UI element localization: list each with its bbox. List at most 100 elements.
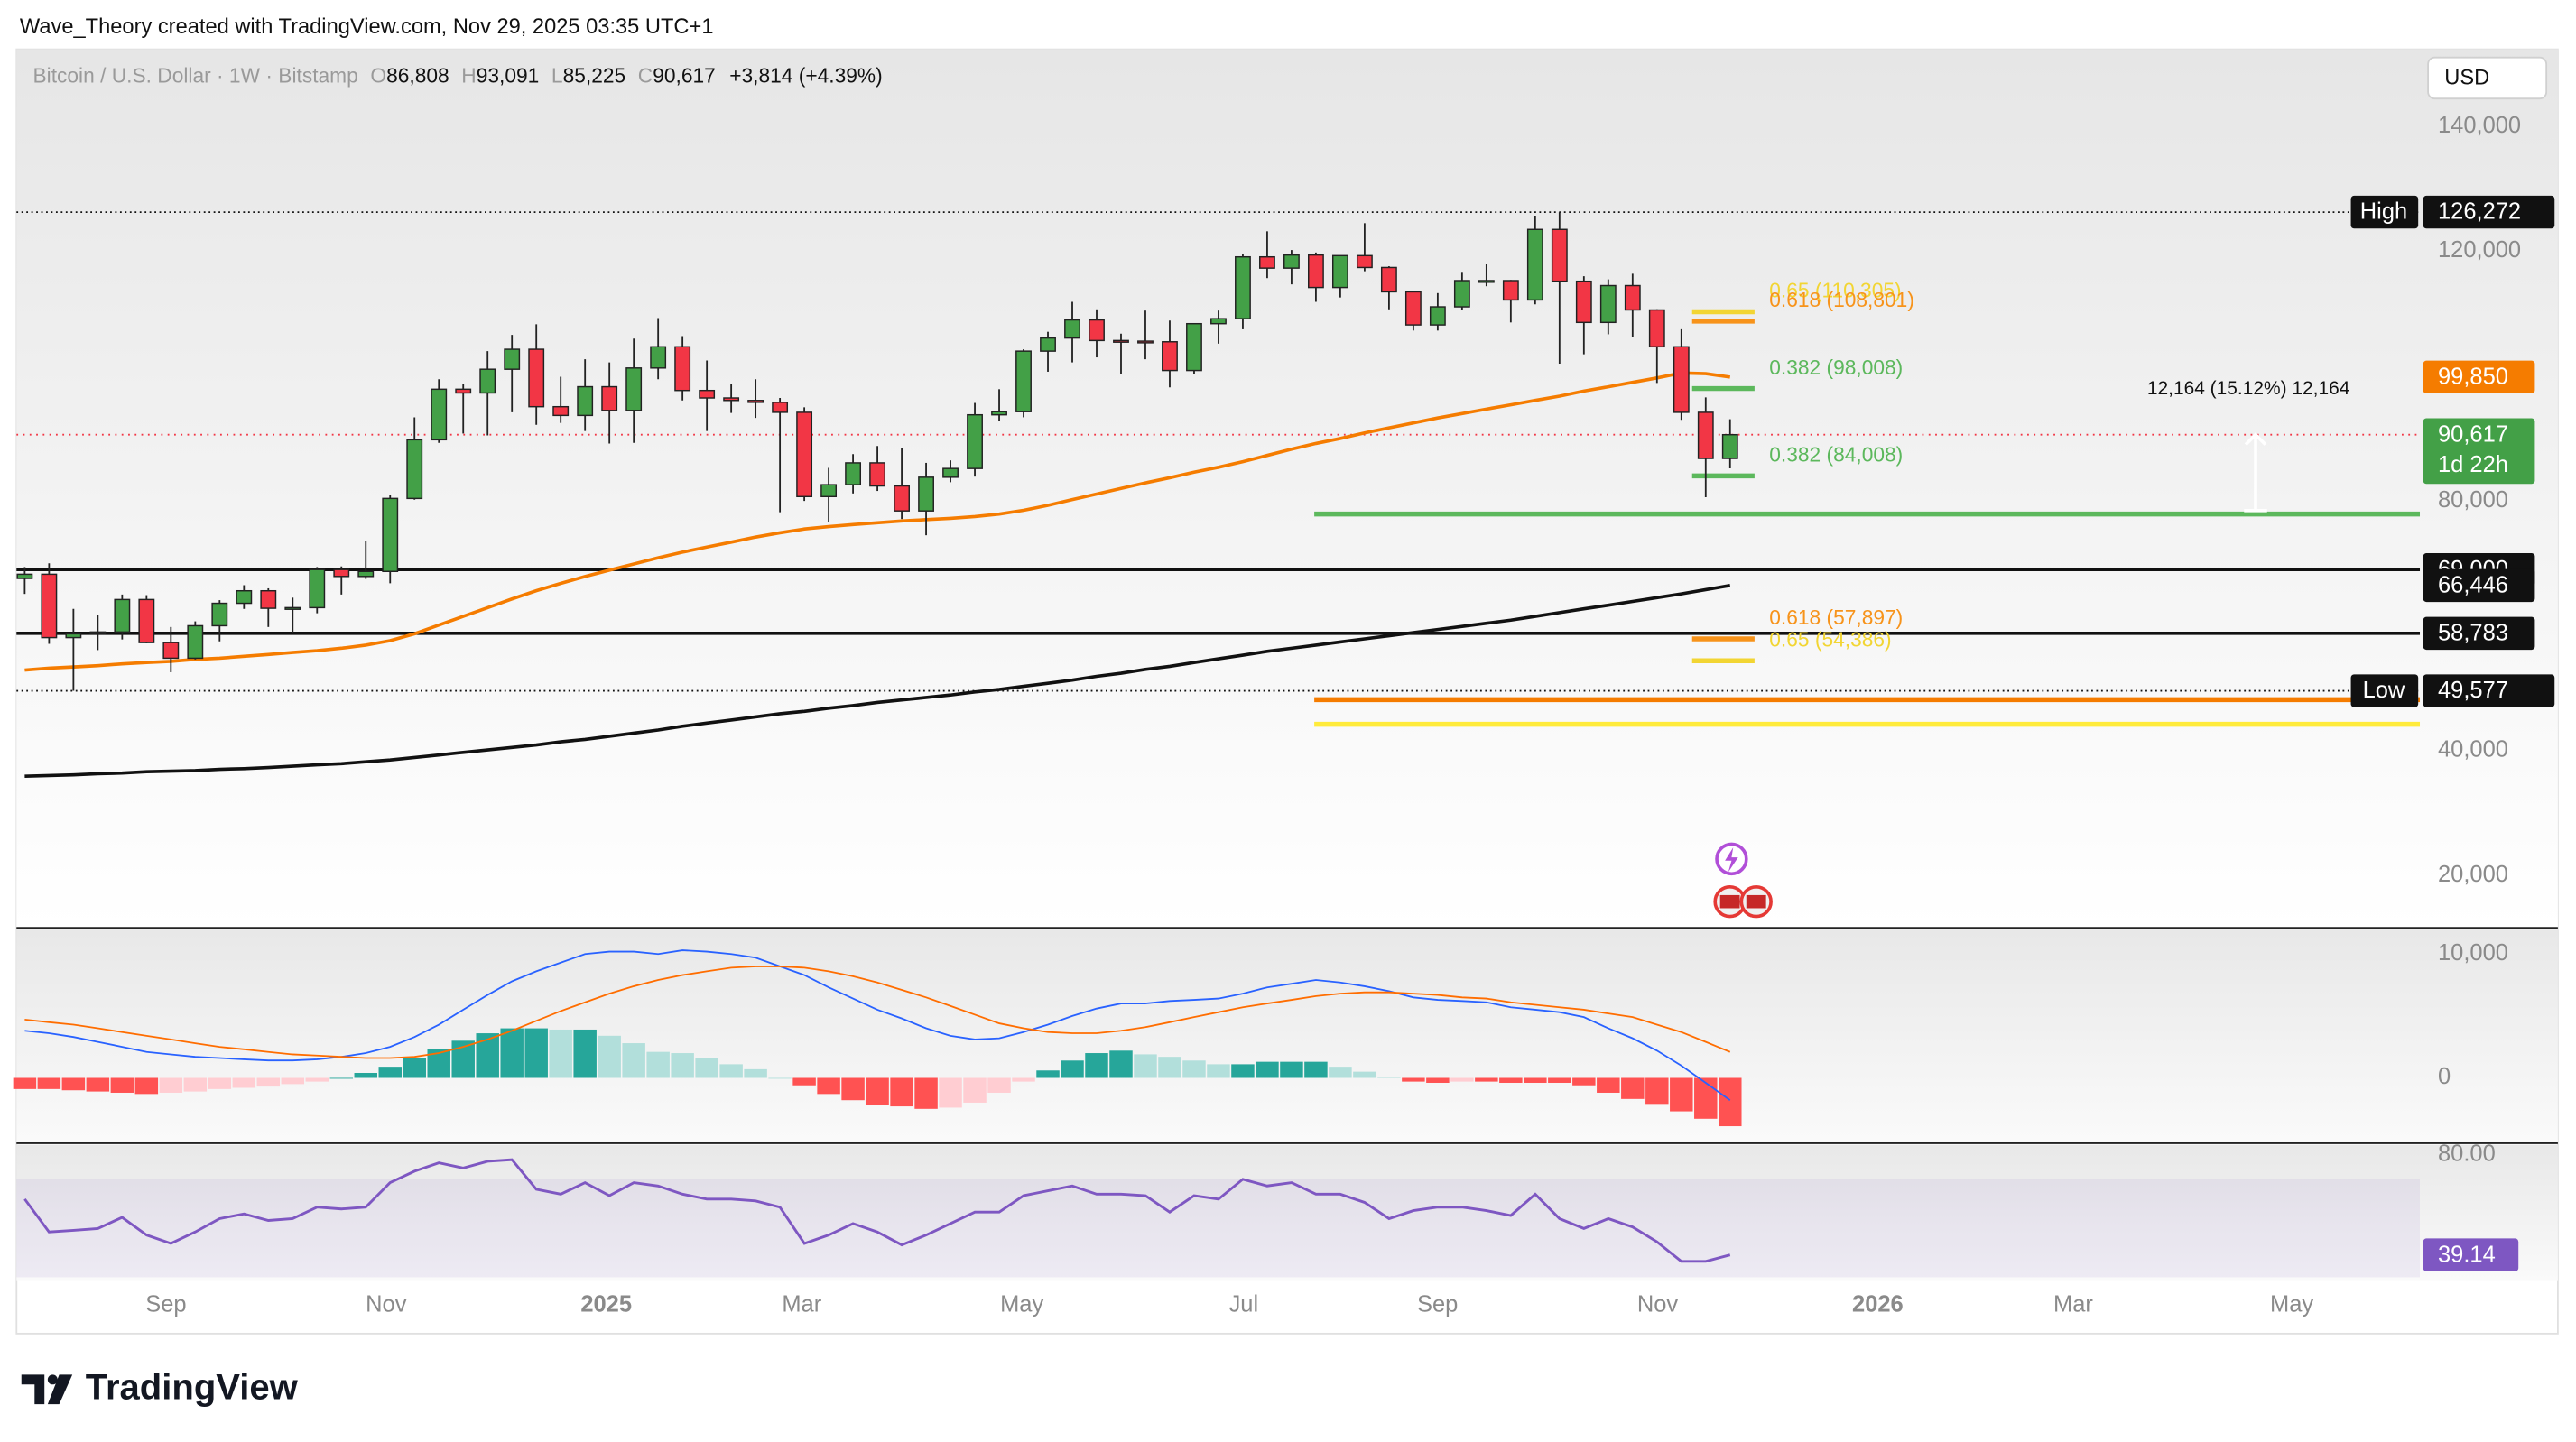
macd-histogram-bar (890, 1077, 913, 1107)
price-tag: 90,617 (2438, 421, 2508, 447)
candle-body (431, 388, 448, 441)
macd-histogram-bar (1426, 1077, 1450, 1083)
price-tag-bg (2423, 418, 2535, 485)
logo-mark (21, 1374, 45, 1405)
macd-histogram-bar (183, 1077, 208, 1092)
candle-body (114, 598, 131, 633)
level-tag: 126,272 (2438, 199, 2521, 225)
event-icon (1725, 847, 1738, 873)
candle-body (1064, 319, 1080, 339)
macd-histogram-bar (719, 1064, 743, 1078)
tags-layer: 126,272High69,00058,78349,577Low99,85066… (2350, 195, 2555, 1271)
macd-histogram-bar (1329, 1067, 1352, 1078)
moving-average (24, 584, 1731, 778)
candle-body (1380, 266, 1397, 293)
logo-mark (47, 1374, 58, 1385)
y-tick-label: 80,000 (2438, 487, 2508, 513)
macd-histogram-bar (1134, 1054, 1157, 1078)
macd-histogram-bar (817, 1077, 840, 1095)
overlay-tag-bg (2423, 360, 2535, 394)
logo-mark (47, 1374, 73, 1405)
y-tick-label: 10,000 (2438, 940, 2508, 966)
macd-histogram-bar (671, 1053, 694, 1078)
candle-body (1478, 280, 1495, 283)
macd-histogram-bar (987, 1077, 1011, 1093)
level-tag-bg (2423, 674, 2555, 707)
x-tick-label: Nov (366, 1292, 407, 1317)
candle-body (1356, 254, 1373, 269)
level-name-bg (2350, 674, 2419, 707)
fib-label: 0.65 (54,386) (1769, 627, 1891, 651)
macd-histogram-bar (1719, 1077, 1742, 1127)
candle-body (528, 348, 545, 408)
y-tick-label: 0 (2438, 1064, 2451, 1089)
currency-button[interactable] (2427, 56, 2548, 100)
candle-body (333, 568, 350, 578)
macd-pane (16, 929, 2558, 1142)
level-name: High (2360, 199, 2407, 225)
y-tick-label: 140,000 (2438, 113, 2521, 138)
candle-body (1624, 284, 1641, 311)
level-tag: 49,577 (2438, 678, 2508, 703)
candle-body (1648, 309, 1665, 348)
x-tick-label: Mar (782, 1292, 821, 1317)
macd-histogram-bar (1109, 1050, 1133, 1078)
countdown: 1d 22h (2438, 452, 2508, 477)
macd-histogram-bar (110, 1077, 134, 1093)
legend-value: 86,808 (386, 64, 449, 88)
moving-average (24, 371, 1731, 672)
macd-histogram-bar (1061, 1060, 1084, 1078)
macd-histogram-bar (963, 1077, 987, 1103)
macd-histogram-bar (622, 1043, 645, 1078)
candle-body (65, 633, 82, 639)
candle-body (309, 568, 326, 609)
candle-body (918, 476, 934, 512)
macd-histogram-bar (232, 1077, 256, 1088)
x-tick-label: May (1000, 1292, 1043, 1317)
candle-body (747, 400, 764, 403)
candle-body (1673, 346, 1690, 413)
macd-histogram-bar (1256, 1061, 1279, 1078)
macd-histogram-bar (1694, 1077, 1718, 1119)
macd-histogram-bar (476, 1033, 499, 1078)
macd-histogram-bar (134, 1077, 159, 1095)
currency-label[interactable]: USD (2444, 67, 2489, 90)
y-tick-label: 120,000 (2438, 237, 2521, 263)
price-pane (16, 49, 2558, 929)
candle-body (625, 367, 643, 411)
macd-histogram-bar (1304, 1061, 1328, 1078)
candle-body (1259, 255, 1275, 269)
macd-histogram-bar (1158, 1057, 1181, 1078)
legend-value: 85,225 (563, 64, 626, 88)
overlay-tag: 99,850 (2438, 364, 2508, 389)
macd-histogram-bar (792, 1077, 816, 1086)
candle-body (1453, 280, 1470, 308)
macd-histogram-bar (524, 1028, 548, 1078)
candle-body (699, 389, 716, 399)
candle-body (504, 348, 521, 370)
candle-body (16, 573, 33, 579)
x-tick-label: 2025 (580, 1292, 632, 1317)
legend-prefix: L (551, 64, 563, 88)
event-icon (1746, 894, 1766, 909)
macd-histogram-bar (744, 1068, 767, 1078)
candle-body (1331, 254, 1348, 289)
macd-histogram-bar (1012, 1077, 1035, 1082)
candle-body (650, 346, 667, 369)
candle-body (187, 624, 204, 660)
legend-prefix: O (370, 64, 386, 88)
macd-line (24, 949, 1731, 1101)
candle-body (236, 589, 253, 605)
legend-prefix: C (638, 64, 653, 88)
macd-histogram-bar (1499, 1077, 1523, 1083)
rsi-band (16, 1179, 2421, 1278)
candle-body (1429, 306, 1446, 326)
fib-label: 0.618 (108,801) (1769, 288, 1914, 311)
candle-body (1113, 339, 1129, 343)
level-name-bg (2350, 195, 2419, 229)
macd-histogram-bar (305, 1077, 329, 1082)
x-tick-label: Sep (1417, 1292, 1458, 1317)
measure-head (2244, 432, 2267, 446)
macd-histogram-bar (61, 1077, 86, 1091)
